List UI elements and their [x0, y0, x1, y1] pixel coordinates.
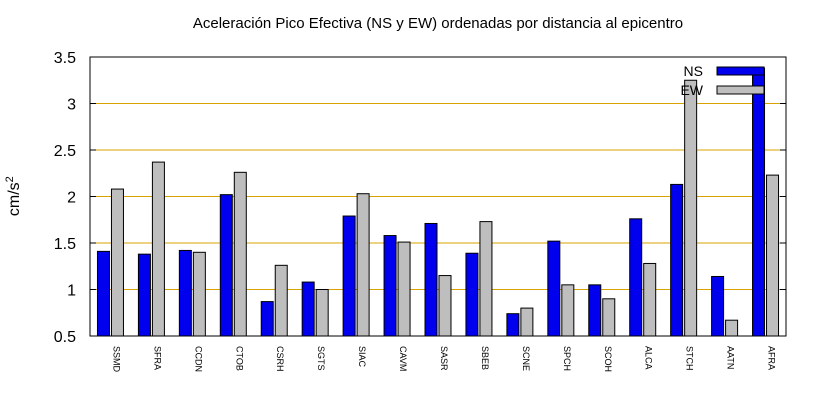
bar-ew-spch: [561, 284, 575, 337]
bar-ns-sasr: [424, 222, 438, 337]
bar-ns-sfra: [137, 253, 151, 337]
bar-ns-scoh: [588, 284, 602, 337]
x-tick-label: SIAC: [357, 346, 367, 368]
x-tick-label: AFRA: [767, 346, 777, 370]
bar-ew-sbeb: [479, 221, 493, 337]
bar-ew-scne: [520, 307, 534, 337]
x-tick-label: CTOB: [234, 346, 244, 371]
bar-ns-csrh: [260, 301, 274, 337]
legend: NS EW: [680, 63, 765, 98]
y-tick-label: 1.5: [54, 236, 76, 253]
bar-ns-stch: [670, 183, 684, 337]
x-tick-label: SCOH: [603, 346, 613, 372]
bar-ns-scne: [506, 313, 520, 337]
plot-frame: [89, 56, 787, 337]
x-tick-label: SSMD: [111, 346, 121, 373]
x-tick-label: SPCH: [562, 346, 572, 371]
x-tick-label: SGTS: [316, 346, 326, 371]
legend-swatch-ew: [716, 85, 765, 95]
bar-ew-alca: [643, 262, 657, 337]
bar-ew-siac: [356, 193, 370, 337]
bar-ew-ctob: [233, 171, 247, 337]
x-tick-label: STCH: [685, 346, 695, 371]
bar-ns-siac: [342, 215, 356, 337]
bar-ew-ccdn: [192, 251, 206, 337]
bar-ns-alca: [629, 218, 643, 337]
x-tick-label: CCDN: [193, 346, 203, 372]
bar-ns-sbeb: [465, 252, 479, 337]
bar-ns-spch: [547, 240, 561, 337]
bar-ns-cavm: [383, 235, 397, 337]
y-tick-label: 3.5: [54, 50, 76, 67]
bar-ns-ccdn: [178, 249, 192, 337]
x-tick-label: SBEB: [480, 346, 490, 370]
bar-ew-stch: [684, 79, 698, 337]
x-tick-label: ALCA: [644, 346, 654, 370]
x-tick-label: CAVM: [398, 346, 408, 371]
bar-ew-aatn: [725, 319, 739, 337]
bars: [96, 67, 780, 337]
x-tick-label: SASR: [439, 346, 449, 371]
y-tick-label: 2: [67, 190, 76, 207]
bar-ew-sfra: [151, 161, 165, 337]
x-tick-label: SCNE: [521, 346, 531, 371]
bar-ew-scoh: [602, 298, 616, 337]
y-tick-label: 2.5: [54, 143, 76, 160]
gridlines: [90, 103, 786, 290]
bar-ns-sgts: [301, 281, 315, 337]
bar-ew-sasr: [438, 275, 452, 337]
bar-ew-cavm: [397, 241, 411, 337]
bar-ew-afra: [766, 174, 780, 337]
y-axis-ticks: 0.5 1 1.5 2 2.5 3 3.5: [54, 50, 786, 346]
y-tick-label: 3: [67, 97, 76, 114]
bar-ns-aatn: [711, 275, 725, 337]
bar-ns-afra: [752, 67, 766, 337]
bar-ns-ctob: [219, 194, 233, 337]
x-axis-ticks: SSMD SFRA CCDN CTOB CSRH SGTS SIAC CAVM SASR SBEB…: [111, 346, 776, 373]
legend-swatch-ns: [716, 66, 765, 76]
y-tick-label: 0.5: [54, 329, 76, 346]
legend-label-ns: NS: [684, 63, 703, 79]
legend-label-ew: EW: [680, 82, 703, 98]
bar-ew-csrh: [274, 264, 288, 337]
bar-ew-sgts: [315, 289, 329, 337]
chart-title: Aceleración Pico Efectiva (NS y EW) orde…: [192, 15, 684, 32]
bar-ns-ssmd: [96, 250, 110, 337]
x-tick-label: AATN: [726, 346, 736, 369]
x-tick-label: CSRH: [275, 346, 285, 372]
y-tick-label: 1: [67, 283, 76, 300]
x-tick-label: SFRA: [152, 346, 162, 370]
bar-ew-ssmd: [110, 188, 124, 337]
